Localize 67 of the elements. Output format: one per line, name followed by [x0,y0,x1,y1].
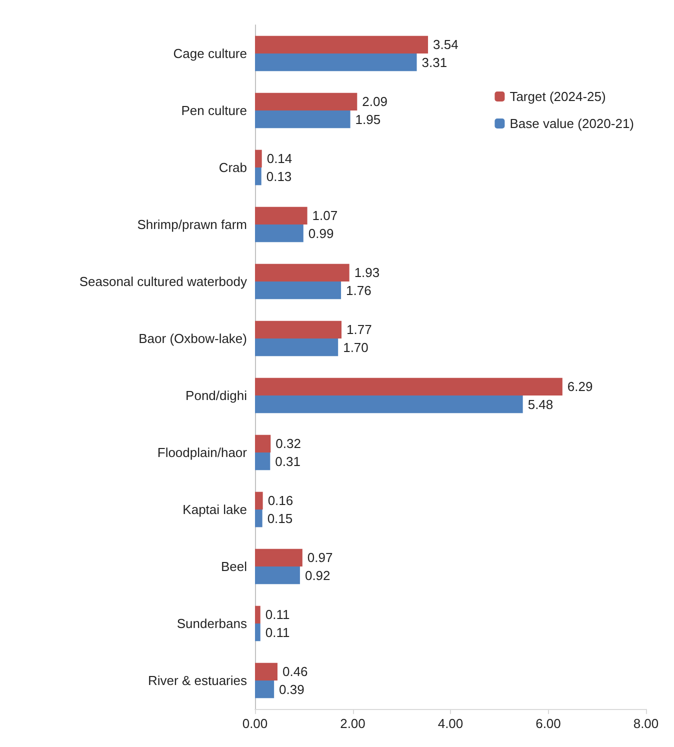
data-label: 1.95 [355,112,381,127]
bar [255,624,260,642]
data-label: 1.93 [354,265,380,280]
data-label: 2.09 [362,94,388,110]
bar [255,662,278,680]
x-tick-label: 4.00 [438,716,464,731]
data-label: 1.70 [343,340,368,355]
bar [255,378,562,396]
data-label: 0.15 [267,510,293,526]
x-tick-label: 8.00 [633,716,659,731]
data-label: 0.39 [279,682,304,697]
y-tick-label: Floodplain/haor [157,445,248,460]
bar [255,264,350,282]
data-label: 0.46 [282,664,308,680]
y-tick-label: Seasonal cultured waterbody [79,274,248,289]
bar [255,396,523,414]
y-tick-label: Crab [218,160,247,175]
bar [255,434,271,452]
y-tick-label: River & estuaries [148,673,248,688]
bar [255,320,342,338]
data-label: 0.97 [307,550,333,566]
data-label: 0.32 [276,436,301,452]
y-tick-label: Baor (Oxbow-lake) [138,331,247,346]
data-label: 1.07 [312,208,338,224]
data-label: 0.11 [265,624,290,640]
data-label: 3.54 [433,37,458,52]
data-label: 0.16 [268,493,294,508]
data-label: 0.11 [265,607,290,622]
bar [255,92,358,110]
data-label: 5.48 [528,396,554,412]
data-label: 0.92 [304,568,330,583]
bar [255,282,342,300]
bar [255,680,274,698]
bar [255,338,338,356]
bar [255,110,350,128]
bar [255,54,417,72]
bar [255,224,304,242]
bar [255,36,428,54]
bar [255,510,262,528]
data-label: 3.31 [422,54,448,70]
bar [255,566,300,584]
data-label: 0.14 [266,151,292,166]
y-tick-label: Shrimp/prawn farm [137,217,247,232]
bar [255,452,270,470]
y-tick-label: Pen culture [181,103,247,118]
legend-label: Base value (2020-21) [510,116,634,131]
x-tick-label: 6.00 [536,716,561,731]
y-tick-label: Beel [220,559,248,574]
data-label: 1.76 [346,282,372,298]
bar [255,150,262,168]
data-label: 0.99 [308,226,334,241]
y-tick-label: Sunderbans [176,616,248,631]
data-label: 6.29 [567,379,593,394]
bar [255,606,260,624]
x-tick-label: 0.00 [242,716,268,731]
x-tick-label: 2.00 [340,716,366,731]
bar [255,206,308,224]
y-tick-label: Pond/dighi [186,388,248,403]
y-tick-label: Cage culture [173,46,247,61]
bar [255,492,263,510]
data-label: 1.77 [346,322,372,338]
bar [255,168,262,186]
y-tick-label: Kaptai lake [182,502,247,517]
data-label: 0.31 [275,454,300,469]
data-label: 0.13 [266,168,292,184]
legend-label: Target (2024-25) [510,89,606,104]
bar [255,548,302,566]
